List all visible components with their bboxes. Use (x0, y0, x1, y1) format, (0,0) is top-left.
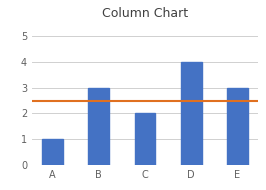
Bar (227, 88, 248, 165)
Title: Column Chart: Column Chart (102, 7, 188, 20)
Bar (135, 113, 155, 165)
Bar (42, 139, 63, 165)
Bar (88, 88, 109, 165)
Bar (181, 62, 202, 165)
